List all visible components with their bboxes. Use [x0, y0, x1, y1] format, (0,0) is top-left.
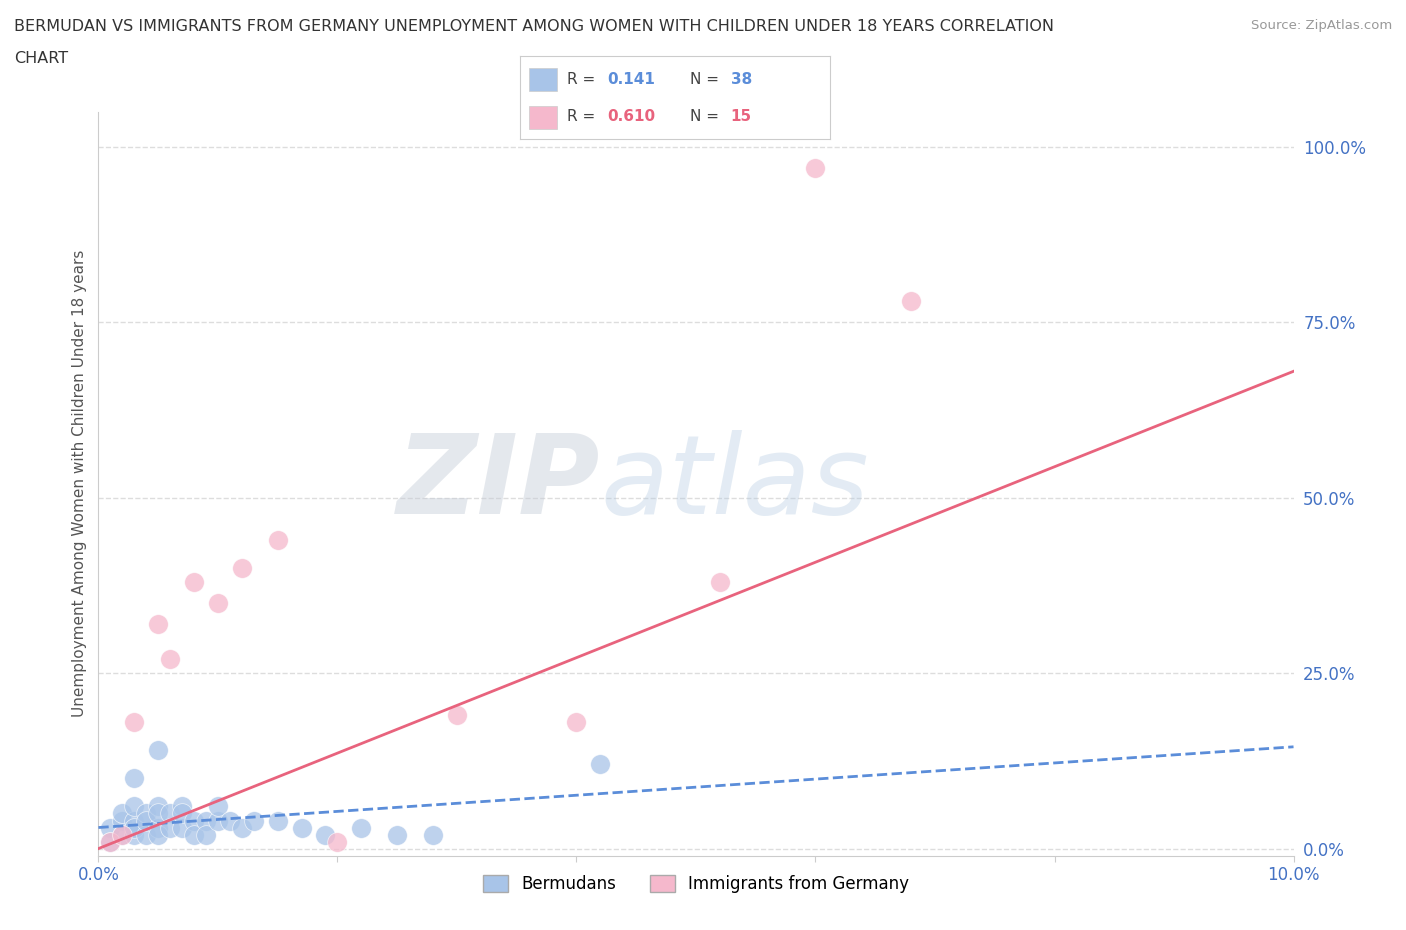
Point: [124, 820, 146, 835]
Point: [172, 799, 194, 814]
Text: R =: R =: [567, 72, 600, 86]
Point: [446, 708, 468, 723]
Point: [124, 799, 146, 814]
Point: [267, 813, 290, 828]
Text: R =: R =: [567, 109, 600, 124]
Point: [172, 806, 194, 821]
Point: [326, 834, 349, 849]
Point: [135, 827, 157, 842]
Point: [135, 806, 157, 821]
Point: [159, 652, 181, 667]
Point: [804, 160, 827, 175]
Point: [111, 827, 134, 842]
Point: [98, 834, 122, 849]
Point: [195, 813, 218, 828]
Point: [148, 743, 170, 758]
Point: [350, 820, 373, 835]
Point: [148, 617, 170, 631]
Point: [207, 813, 229, 828]
Point: [589, 757, 612, 772]
Point: [172, 820, 194, 835]
Point: [207, 595, 229, 610]
Point: [900, 294, 922, 309]
Point: [243, 813, 266, 828]
Bar: [530, 106, 557, 129]
Text: BERMUDAN VS IMMIGRANTS FROM GERMANY UNEMPLOYMENT AMONG WOMEN WITH CHILDREN UNDER: BERMUDAN VS IMMIGRANTS FROM GERMANY UNEM…: [14, 19, 1054, 33]
Point: [135, 813, 157, 828]
Point: [124, 813, 146, 828]
Point: [148, 799, 170, 814]
Point: [111, 827, 134, 842]
Text: 38: 38: [731, 72, 752, 86]
Point: [148, 806, 170, 821]
Text: CHART: CHART: [14, 51, 67, 66]
Point: [124, 771, 146, 786]
Point: [183, 813, 205, 828]
Point: [111, 806, 134, 821]
Bar: [530, 68, 557, 91]
Text: 0.141: 0.141: [607, 72, 655, 86]
Point: [565, 715, 588, 730]
Point: [183, 827, 205, 842]
Point: [422, 827, 444, 842]
Point: [148, 820, 170, 835]
Point: [231, 561, 253, 576]
Point: [385, 827, 409, 842]
Point: [111, 813, 134, 828]
Text: Source: ZipAtlas.com: Source: ZipAtlas.com: [1251, 19, 1392, 32]
Point: [195, 827, 218, 842]
Point: [709, 575, 731, 590]
Text: 15: 15: [731, 109, 752, 124]
Point: [207, 799, 229, 814]
Point: [183, 575, 205, 590]
Point: [159, 806, 181, 821]
Text: atlas: atlas: [600, 430, 869, 538]
Point: [98, 834, 122, 849]
Point: [159, 820, 181, 835]
Point: [267, 532, 290, 547]
Text: ZIP: ZIP: [396, 430, 600, 538]
Legend: Bermudans, Immigrants from Germany: Bermudans, Immigrants from Germany: [477, 868, 915, 899]
Point: [148, 827, 170, 842]
Point: [124, 827, 146, 842]
Text: 0.610: 0.610: [607, 109, 655, 124]
Point: [219, 813, 242, 828]
Point: [231, 820, 253, 835]
Text: N =: N =: [690, 72, 724, 86]
Point: [124, 715, 146, 730]
Point: [291, 820, 314, 835]
Text: N =: N =: [690, 109, 724, 124]
Point: [315, 827, 337, 842]
Y-axis label: Unemployment Among Women with Children Under 18 years: Unemployment Among Women with Children U…: [72, 250, 87, 717]
Point: [98, 820, 122, 835]
